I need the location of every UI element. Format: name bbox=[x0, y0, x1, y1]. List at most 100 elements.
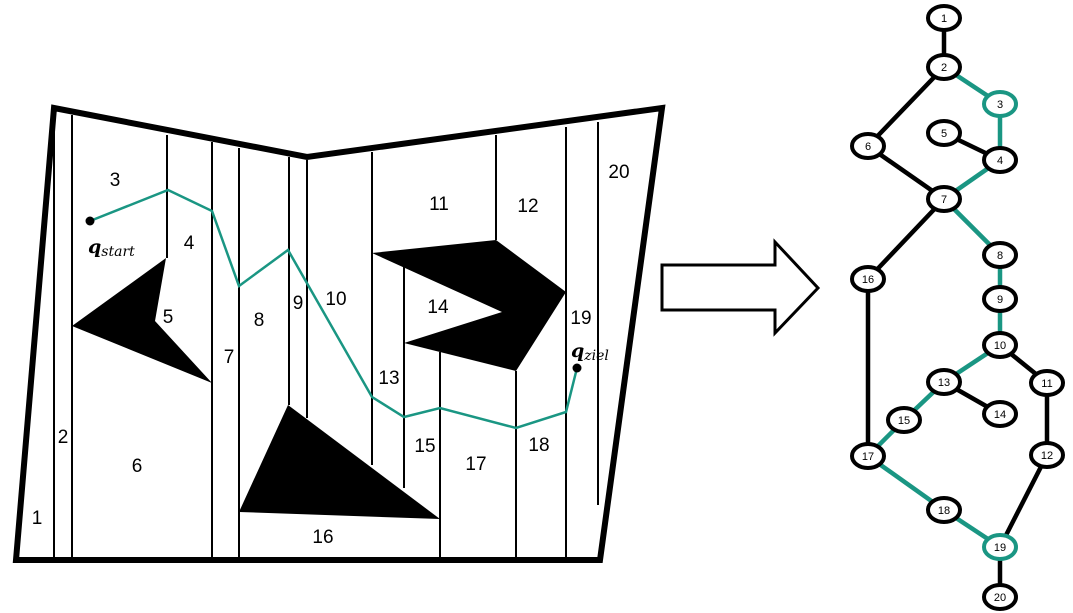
graph-node-20: 20 bbox=[982, 583, 1018, 611]
goal-label: qziel bbox=[571, 340, 609, 364]
graph-node-label: 12 bbox=[1041, 450, 1053, 462]
graph-node-7: 7 bbox=[926, 185, 962, 213]
cell-label-9: 9 bbox=[293, 293, 304, 314]
cell-label-20: 20 bbox=[608, 162, 629, 183]
cell-decomposition-map: 1 2 3 4 5 6 7 8 9 10 11 12 13 14 15 16 1… bbox=[12, 104, 666, 563]
graph-node-13: 13 bbox=[926, 368, 962, 396]
graph-node-label: 5 bbox=[941, 128, 947, 140]
cell-label-6: 6 bbox=[132, 456, 143, 477]
graph-node-5: 5 bbox=[926, 119, 962, 147]
graph-node-circle bbox=[850, 132, 886, 160]
cell-label-14: 14 bbox=[427, 297, 449, 318]
graph-node-17: 17 bbox=[850, 442, 886, 470]
graph-node-11: 11 bbox=[1029, 369, 1065, 397]
graph-node-circle bbox=[926, 496, 962, 524]
graph-node-circle bbox=[926, 185, 962, 213]
graph-node-16: 16 bbox=[850, 265, 886, 293]
graph-node-circle bbox=[850, 265, 886, 293]
graph-node-circle bbox=[982, 241, 1018, 269]
cell-label-13: 13 bbox=[378, 368, 399, 389]
graph-node-circle bbox=[982, 285, 1018, 313]
cell-label-10: 10 bbox=[325, 289, 346, 310]
graph-node-circle bbox=[982, 90, 1018, 118]
graph-node-circle bbox=[982, 400, 1018, 428]
cell-label-8: 8 bbox=[254, 310, 265, 331]
graph-node-15: 15 bbox=[886, 406, 922, 434]
graph-node-circle bbox=[1029, 369, 1065, 397]
start-label: qstart bbox=[88, 236, 135, 260]
obstacle-bottom bbox=[239, 405, 440, 519]
graph-node-label: 9 bbox=[997, 294, 1003, 306]
cell-label-16: 16 bbox=[312, 527, 333, 548]
graph-node-circle bbox=[886, 406, 922, 434]
goal-point bbox=[572, 363, 582, 373]
graph-node-circle bbox=[1029, 441, 1065, 469]
graph-node-19: 19 bbox=[982, 533, 1018, 561]
graph-edge-2-6 bbox=[866, 65, 946, 148]
cell-label-2: 2 bbox=[58, 427, 69, 448]
cell-label-11: 11 bbox=[429, 194, 449, 215]
graph-node-label: 11 bbox=[1041, 378, 1052, 390]
graph-node-label: 7 bbox=[941, 194, 947, 206]
graph-edge-12-19 bbox=[997, 453, 1050, 549]
cell-label-3: 3 bbox=[110, 170, 121, 191]
cell-label-7: 7 bbox=[224, 347, 235, 368]
graph-node-18: 18 bbox=[926, 496, 962, 524]
graph-node-label: 1 bbox=[941, 13, 947, 25]
graph-node-circle bbox=[982, 533, 1018, 561]
graph-node-label: 15 bbox=[898, 415, 910, 427]
graph-node-6: 6 bbox=[850, 132, 886, 160]
graph-node-4: 4 bbox=[982, 146, 1018, 174]
graph-node-circle bbox=[926, 368, 962, 396]
graph-node-label: 20 bbox=[994, 592, 1006, 604]
graph-node-12: 12 bbox=[1029, 441, 1065, 469]
graph-node-circle bbox=[926, 53, 962, 81]
graph-node-label: 6 bbox=[865, 141, 871, 153]
graph-node-label: 16 bbox=[862, 274, 874, 286]
graph-node-label: 8 bbox=[997, 250, 1003, 262]
cell-label-17: 17 bbox=[465, 454, 486, 475]
graph-node-circle bbox=[850, 442, 886, 470]
graph-node-circle bbox=[982, 331, 1018, 359]
right-arrow-icon bbox=[660, 238, 821, 337]
graph-node-1: 1 bbox=[926, 4, 962, 32]
graph-node-label: 14 bbox=[994, 409, 1006, 421]
cell-label-12: 12 bbox=[517, 196, 538, 217]
graph-node-label: 3 bbox=[997, 99, 1003, 111]
graph-edge-7-16 bbox=[866, 197, 946, 281]
cell-label-5: 5 bbox=[163, 307, 174, 328]
graph-node-circle bbox=[926, 119, 962, 147]
obstacle-middle-right bbox=[372, 240, 566, 371]
cell-label-4: 4 bbox=[184, 233, 195, 254]
graph-node-circle bbox=[982, 583, 1018, 611]
goal-label-sub: ziel bbox=[583, 348, 609, 364]
graph-node-9: 9 bbox=[982, 285, 1018, 313]
cell-label-1: 1 bbox=[32, 508, 43, 529]
graph-node-label: 10 bbox=[994, 340, 1006, 352]
obstacle-left bbox=[72, 258, 212, 383]
goal-label-main: q bbox=[571, 340, 584, 362]
cell-label-15: 15 bbox=[414, 436, 435, 457]
graph-node-label: 18 bbox=[938, 505, 950, 517]
graph-node-2: 2 bbox=[926, 53, 962, 81]
start-point bbox=[85, 216, 95, 226]
graph-node-label: 19 bbox=[994, 542, 1006, 554]
planned-path bbox=[89, 188, 579, 430]
graph-node-label: 17 bbox=[862, 451, 874, 463]
graph-node-label: 4 bbox=[997, 155, 1003, 167]
graph-node-14: 14 bbox=[982, 400, 1018, 428]
workspace-boundary bbox=[12, 104, 666, 563]
graph-node-10: 10 bbox=[982, 331, 1018, 359]
graph-node-label: 13 bbox=[938, 377, 950, 389]
graph-node-circle bbox=[926, 4, 962, 32]
start-label-sub: start bbox=[101, 244, 135, 260]
graph-node-label: 2 bbox=[941, 62, 947, 74]
start-label-main: q bbox=[88, 236, 101, 258]
cell-label-19: 19 bbox=[570, 308, 591, 329]
graph-node-3: 3 bbox=[982, 90, 1018, 118]
graph-node-circle bbox=[982, 146, 1018, 174]
